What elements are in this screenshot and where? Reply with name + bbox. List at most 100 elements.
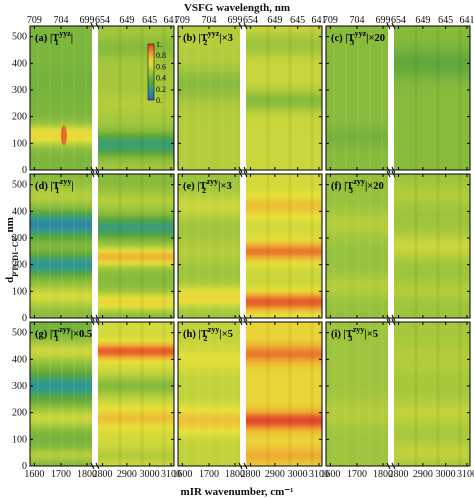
axis-break-gap [388, 322, 394, 466]
panel-a: (a) |Tyyz 1 | [29, 25, 175, 171]
top-tick-label: 699 [228, 15, 243, 26]
top-tick-label: 649 [119, 15, 134, 26]
axis-break-gap [388, 26, 394, 170]
panel-label-sup: yyz [59, 29, 71, 38]
panel-label-sub: 1 [55, 186, 59, 195]
heatmap-right [394, 26, 470, 170]
top-tick-label: 704 [202, 15, 217, 26]
y-tick-label: 500 [12, 328, 27, 339]
panel-label-sub: 2 [203, 334, 207, 343]
y-tick-label: 400 [12, 58, 27, 69]
heatmap-left [178, 322, 240, 466]
axis-break-mark [238, 462, 248, 470]
y-axis-title-sub2: 8 [11, 237, 19, 241]
y-axis-title-d: d [4, 277, 16, 283]
x-tick-label: 1700 [199, 469, 219, 480]
panel-e: (e) |Tzyy 2 |×3 [177, 173, 323, 319]
axis-break-mark [386, 462, 396, 470]
top-tick-label: 649 [267, 15, 282, 26]
panel-label: (d) |Tzyy 1 | [35, 177, 74, 195]
x-tick-label: 1800 [373, 469, 393, 480]
x-tick-label: 1700 [347, 469, 367, 480]
top-tick-label: 709 [27, 15, 42, 26]
panel-label-main: (h) |T [183, 329, 208, 340]
panel-label-tail: |×5 [219, 329, 233, 340]
x-tick-label: 3100 [309, 469, 329, 480]
y-tick-label: 200 [12, 408, 27, 419]
panel-label-sub: 1 [55, 38, 59, 47]
panel-label: (c) |Tyyz 3 |×20 [331, 29, 385, 47]
panel-label-main: (g) |T [35, 329, 59, 340]
axis-break-mark [90, 22, 100, 30]
x-tick-label: 3000 [288, 469, 308, 480]
y-tick-label: 300 [12, 233, 27, 244]
top-axis-title: VSFG wavelength, nm [184, 2, 290, 14]
colorbar-gradient [147, 43, 155, 101]
heatmap-left [178, 26, 240, 170]
y-tick-label: 100 [12, 138, 27, 149]
panel-label-sub: 3 [348, 334, 352, 343]
x-tick-label: 1600 [320, 469, 340, 480]
colorbar-tick-label: 1. [156, 40, 162, 49]
x-axis-title: mIR wavenumber, cm⁻¹ [181, 486, 294, 498]
panel-label-sup: zyy [59, 325, 71, 334]
heatmap-left [30, 26, 92, 170]
panel-label: (a) |Tyyz 1 | [35, 29, 73, 47]
heatmap-left [326, 322, 388, 466]
x-tick-label: 3000 [140, 469, 160, 480]
axis-break-mark [386, 318, 396, 326]
heatmap-left [326, 174, 388, 318]
panel-label-sub: 3 [350, 38, 354, 47]
heatmap-right [98, 174, 174, 318]
y-tick-label: 500 [12, 32, 27, 43]
y-axis-title-unit: , nm [4, 217, 16, 238]
x-tick-label: 2900 [413, 469, 433, 480]
panel-frame [177, 25, 323, 171]
axis-break-mark [238, 314, 248, 322]
heatmap-right [98, 26, 174, 170]
panel-label-tail: |×3 [218, 181, 232, 192]
axis-break-mark [386, 22, 396, 30]
panel-g: (g) |Tzyy 1 |×0.5 [29, 321, 175, 467]
y-tick-label: 200 [12, 260, 27, 271]
heatmap-left [178, 174, 240, 318]
panel-label-sup: zyy [60, 177, 72, 186]
x-tick-label: 3100 [161, 469, 181, 480]
top-tick-label: 645 [142, 15, 157, 26]
panel-label-sup: zyy [208, 325, 220, 334]
y-tick-label: 400 [12, 354, 27, 365]
panel-label: (e) |Tzyy 2 |×3 [183, 177, 232, 195]
x-tick-label: 2800 [241, 469, 261, 480]
x-tick-label: 1600 [24, 469, 44, 480]
panel-i: (i) |Tzyy 3 |×5 [325, 321, 471, 467]
panel-c: (c) |Tyyz 3 |×20 [325, 25, 471, 171]
top-tick-label: 654 [243, 15, 258, 26]
colorbar: 1. 0.8 0.6 0.4 0.2 0. [147, 40, 166, 105]
top-tick-label: 645 [290, 15, 305, 26]
panel-frame [29, 321, 175, 467]
top-tick-label: 699 [376, 15, 391, 26]
axis-break-mark [386, 170, 396, 178]
panel-label-sup: zyy [207, 177, 219, 186]
top-tick-label: 641 [311, 15, 326, 26]
panel-label: (h) |Tzyy 2 |×5 [183, 325, 233, 343]
top-tick-label: 709 [323, 15, 338, 26]
panel-label-sub: 2 [202, 186, 206, 195]
panel-d: (d) |Tzyy 1 | [29, 173, 175, 319]
panel-label-main: (i) |T [331, 329, 353, 340]
panel-label-tail: | [71, 33, 73, 44]
heatmap-right [394, 322, 470, 466]
axis-break-mark [90, 314, 100, 322]
y-tick-label: 100 [12, 434, 27, 445]
axis-break-gap [240, 322, 246, 466]
panel-frame [29, 25, 175, 171]
panel-label-tail: |×5 [364, 329, 378, 340]
panel-label-sup: zyy [353, 177, 365, 186]
top-tick-label: 654 [391, 15, 406, 26]
x-tick-label: 1700 [51, 469, 71, 480]
panel-label: (g) |Tzyy 1 |×0.5 [35, 325, 92, 343]
colorbar-tick-label: 0. [156, 96, 162, 105]
y-tick-label: 0 [22, 165, 27, 176]
panel-label-sub: 3 [349, 186, 353, 195]
panel-label-main: (a) |T [35, 33, 59, 44]
